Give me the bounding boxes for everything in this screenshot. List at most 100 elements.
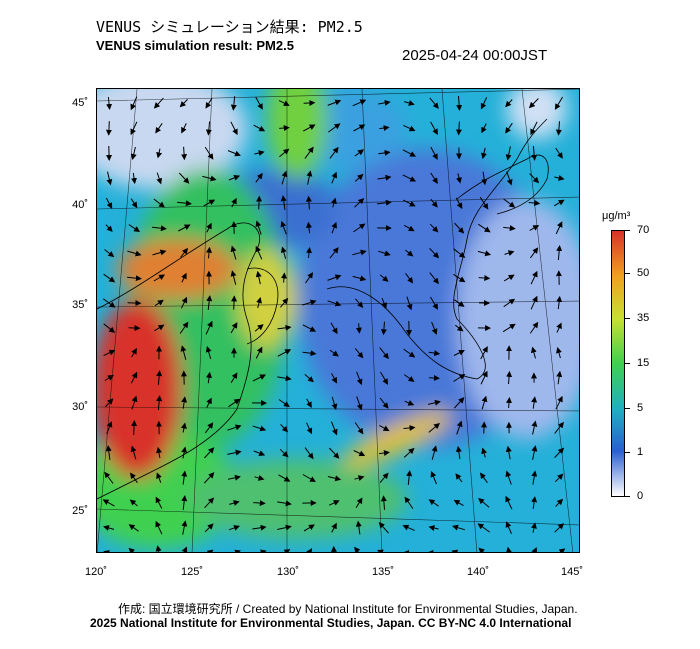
wind-arrow	[329, 247, 339, 259]
colorbar-tick-5: 5	[637, 402, 644, 414]
wind-arrow	[403, 348, 416, 358]
wind-arrow	[306, 548, 313, 552]
wind-arrow	[179, 321, 189, 334]
wind-arrow	[453, 248, 466, 258]
wind-arrow	[380, 371, 389, 385]
wind-arrow	[279, 125, 290, 132]
wind-arrow	[430, 121, 438, 135]
wind-arrow	[331, 221, 338, 234]
wind-arrow	[477, 523, 490, 533]
wind-arrow	[255, 96, 263, 110]
wind-arrow	[430, 172, 438, 184]
wind-arrow	[228, 398, 241, 408]
wind-arrow	[280, 195, 287, 210]
wind-arrow	[331, 396, 338, 411]
wind-arrow	[181, 396, 188, 409]
colorbar-tick-35: 35	[637, 312, 650, 324]
wind-arrow	[155, 520, 163, 535]
wind-arrow	[255, 346, 263, 359]
lat-label-25: 25˚	[72, 505, 88, 517]
wind-arrow	[556, 347, 562, 359]
wind-arrow	[506, 171, 513, 186]
wind-arrow	[205, 320, 213, 335]
wind-arrow	[554, 447, 565, 458]
wind-arrow	[330, 545, 337, 552]
wind-arrow	[153, 274, 166, 282]
wind-arrow	[227, 150, 241, 157]
wind-arrow	[503, 198, 516, 208]
wind-arrow	[505, 445, 512, 460]
wind-arrow	[178, 172, 190, 184]
wind-arrow	[505, 546, 512, 552]
wind-arrow	[456, 95, 463, 111]
wind-arrow	[405, 249, 414, 257]
wind-arrow	[181, 520, 188, 535]
wind-arrow	[103, 349, 116, 357]
wind-arrow	[131, 395, 138, 410]
wind-arrow	[555, 121, 562, 136]
wind-arrow	[356, 371, 363, 386]
wind-arrow	[554, 523, 565, 533]
wind-arrow	[104, 249, 115, 258]
wind-arrow	[429, 375, 440, 381]
wind-arrow	[329, 146, 339, 159]
wind-arrow	[103, 323, 116, 333]
wind-arrow	[327, 274, 342, 281]
wind-arrow	[306, 170, 313, 185]
wind-arrow	[377, 549, 384, 552]
wind-arrow	[456, 420, 463, 435]
wind-arrow	[206, 397, 212, 408]
wind-arrow	[556, 295, 563, 310]
wind-arrow	[203, 199, 216, 207]
wind-arrow	[531, 496, 538, 509]
wind-arrow	[131, 420, 138, 436]
wind-arrow	[404, 496, 414, 509]
wind-arrow	[452, 524, 466, 531]
wind-arrow	[353, 223, 366, 233]
wind-arrow	[331, 171, 338, 184]
wind-arrow	[481, 171, 488, 186]
lat-label-30: 30˚	[72, 401, 88, 413]
wind-arrow	[352, 99, 367, 107]
wind-arrow	[156, 395, 163, 410]
wind-arrow	[480, 346, 488, 360]
wind-arrow	[303, 99, 316, 106]
wind-arrow	[553, 199, 565, 207]
wind-arrow	[505, 521, 512, 534]
wind-arrow	[529, 321, 539, 334]
wind-arrow	[405, 273, 414, 284]
forecast-timestamp: 2025-04-24 00:00JST	[402, 47, 548, 64]
wind-arrow	[204, 422, 214, 434]
wind-arrow	[377, 174, 392, 181]
wind-arrow	[328, 123, 341, 133]
wind-arrow	[453, 373, 466, 382]
wind-arrow	[156, 446, 162, 459]
wind-arrow	[256, 195, 263, 210]
wind-arrow	[328, 447, 340, 459]
pm25-field	[97, 89, 579, 552]
wind-arrow	[129, 499, 138, 507]
wind-arrow	[305, 195, 312, 210]
wind-arrow	[406, 470, 413, 485]
wind-arrow	[505, 495, 513, 510]
wind-arrow	[255, 220, 262, 235]
wind-arrow	[480, 472, 488, 483]
wind-arrow	[379, 424, 390, 432]
wind-arrow	[306, 398, 312, 408]
wind-arrow	[505, 470, 512, 485]
colorbar-tick-70: 70	[637, 224, 650, 236]
wind-arrow	[529, 247, 539, 259]
wind-arrow	[504, 250, 515, 256]
wind-arrow	[531, 522, 537, 533]
wind-arrow	[130, 198, 138, 209]
wind-arrow	[280, 220, 287, 235]
wind-arrow	[152, 225, 167, 232]
wind-arrow	[204, 447, 215, 459]
lat-label-35: 35˚	[72, 299, 88, 311]
wind-arrow	[530, 121, 538, 136]
wind-arrow	[130, 146, 137, 160]
wind-arrow	[555, 498, 564, 507]
wind-arrow	[451, 549, 459, 552]
wind-arrow	[254, 150, 265, 156]
wind-arrow	[431, 321, 438, 335]
